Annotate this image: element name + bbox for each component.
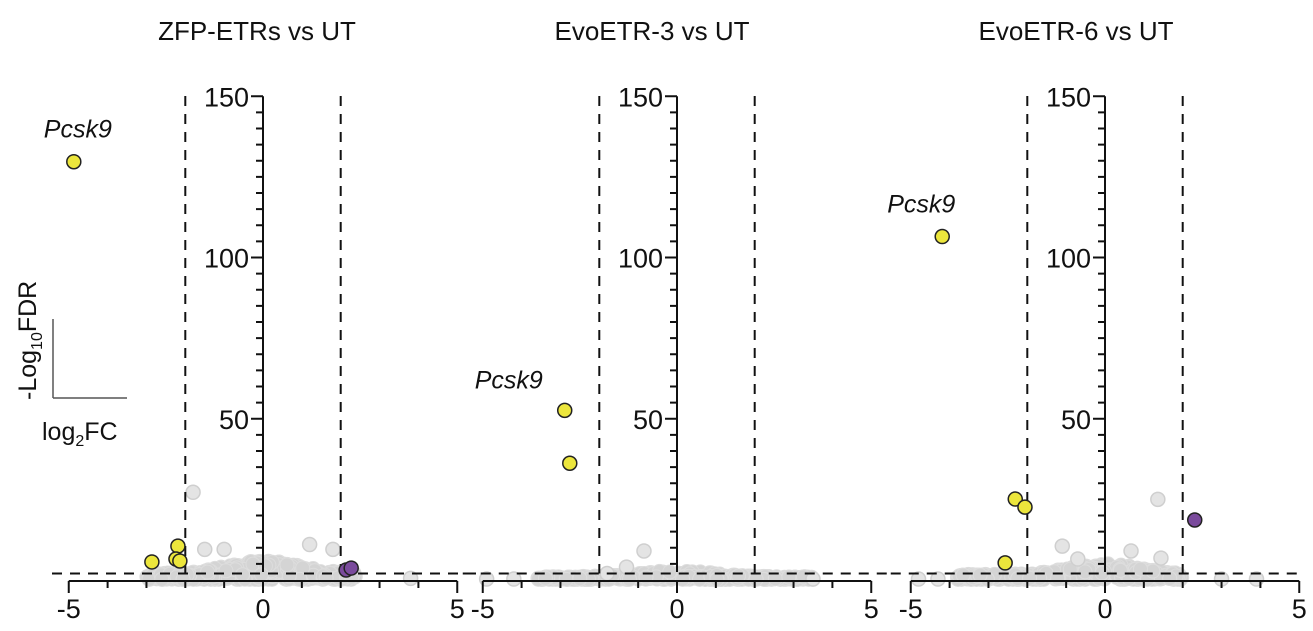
ns-outlier-point [618, 559, 635, 575]
panel-1: ZFP-ETRs vs UT 50 100 150 -5 0 5 Pcsk9 [44, 16, 478, 624]
ns-point [175, 571, 191, 587]
y-tick-label: 100 [1046, 244, 1091, 274]
ns-outlier-point [185, 484, 201, 501]
x-tick-label: -5 [899, 594, 923, 624]
up-point [1186, 512, 1203, 528]
ns-outlier-point [216, 541, 232, 558]
ns-point [1112, 562, 1128, 578]
ns-outlier-point [910, 571, 927, 587]
ns-outlier-point [196, 541, 213, 558]
gene-label: Pcsk9 [475, 366, 543, 394]
ns-point [1145, 563, 1161, 579]
y-tick-label: 100 [618, 244, 663, 274]
ns-point [218, 563, 234, 579]
ns-point-cloud [530, 563, 821, 587]
down-point [170, 538, 186, 554]
ns-point [1162, 571, 1178, 587]
down-point [562, 455, 578, 472]
y-tick-label: 150 [1046, 82, 1091, 112]
down-point [172, 553, 188, 569]
ns-outlier-point [301, 536, 318, 553]
y-tick-label: 100 [204, 244, 249, 274]
ns-point [1077, 564, 1093, 580]
down-point [1017, 499, 1033, 515]
x-tick-label: -5 [57, 594, 81, 624]
ns-outlier-point [805, 571, 821, 587]
ns-point [748, 571, 764, 587]
ns-point [572, 571, 588, 587]
ns-outlier-point [325, 541, 341, 558]
panel-title: ZFP-ETRs vs UT [158, 16, 356, 46]
ns-point [279, 557, 295, 573]
y-tick-label: 50 [219, 405, 249, 435]
gene-label: Pcsk9 [44, 116, 112, 144]
x-tick-label: 0 [1097, 594, 1112, 624]
panel-title: EvoETR-3 vs UT [554, 16, 749, 46]
panel-2: EvoETR-3 vs UT 50 100 150 -5 0 5 Pcsk9 [462, 16, 892, 624]
ns-point [955, 567, 971, 583]
up-point [343, 560, 359, 576]
x-axis-label: log2FC [42, 418, 118, 450]
x-tick-label: -5 [471, 594, 495, 624]
y-tick-label: 150 [204, 82, 249, 112]
point-pcsk9 [556, 402, 573, 419]
panel-3: EvoETR-6 vs UT 50 100 150 -5 0 5 Pcsk9 [887, 16, 1307, 624]
ns-outlier-point [1054, 538, 1071, 554]
ns-point [253, 567, 269, 583]
ns-outlier-point [506, 571, 522, 587]
ns-outlier-point [1070, 551, 1086, 567]
down-point [144, 554, 160, 570]
ns-point [662, 564, 678, 580]
ns-point [199, 564, 215, 580]
ns-point [709, 571, 725, 587]
ns-point [154, 571, 170, 587]
ns-point [675, 571, 691, 587]
point-pcsk9 [934, 228, 950, 245]
y-tick-label: 50 [633, 405, 663, 435]
ns-outlier-point [930, 571, 946, 587]
y-tick-label: 50 [1061, 405, 1091, 435]
ns-point [972, 567, 988, 583]
ns-outlier-point [1153, 550, 1169, 566]
x-tick-label: 0 [255, 594, 270, 624]
y-axis-label: -Log10FDR [14, 281, 46, 400]
ns-point [638, 569, 654, 585]
ns-point [730, 568, 746, 584]
gene-label: Pcsk9 [887, 191, 955, 219]
axis-legend: -Log10FDR log2FC [14, 281, 127, 450]
y-tick-label: 150 [618, 82, 663, 112]
ns-point [235, 567, 251, 583]
x-tick-label: 5 [450, 594, 465, 624]
down-point [997, 555, 1013, 571]
x-tick-label: 0 [669, 594, 684, 624]
x-tick-label: 5 [1292, 594, 1307, 624]
ns-outlier-point [1123, 543, 1139, 559]
x-tick-label: 5 [864, 594, 879, 624]
point-pcsk9 [66, 153, 82, 170]
ns-outlier-point [636, 543, 652, 559]
ns-outlier-point [1150, 491, 1166, 508]
panel-title: EvoETR-6 vs UT [978, 16, 1173, 46]
